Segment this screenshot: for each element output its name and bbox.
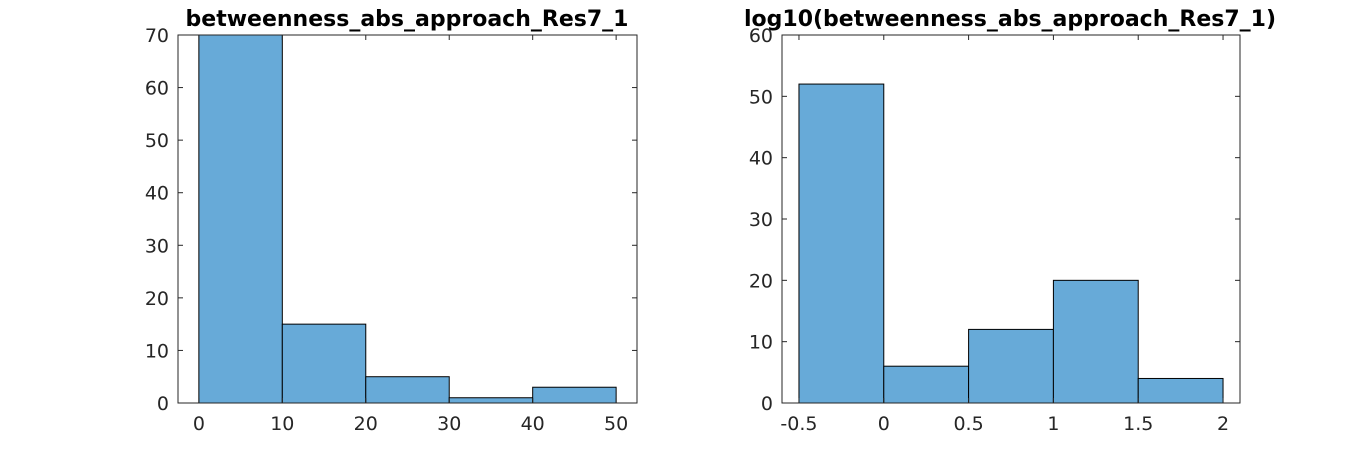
y-tick-label: 70 <box>145 25 169 47</box>
x-tick-label: 0 <box>878 413 890 435</box>
y-tick-label: 60 <box>749 25 773 47</box>
x-tick-label: 20 <box>354 413 378 435</box>
chart-title: betweenness_abs_approach_Res7_1 <box>186 7 629 32</box>
x-tick-label: 2 <box>1217 413 1229 435</box>
y-tick-label: 10 <box>749 332 773 354</box>
histogram-bar <box>281 323 367 404</box>
y-tick-label: 30 <box>749 209 773 231</box>
histogram-bar <box>198 34 283 404</box>
y-tick-label: 60 <box>145 78 169 100</box>
y-tick-label: 40 <box>145 183 169 205</box>
y-tick-label: 20 <box>749 270 773 292</box>
x-tick-label: -0.5 <box>780 413 817 435</box>
histogram-bar <box>968 328 1054 404</box>
y-tick-label: 20 <box>145 288 169 310</box>
histogram-bar <box>532 386 617 404</box>
x-tick-label: 1 <box>1047 413 1059 435</box>
x-tick-label: 0 <box>193 413 205 435</box>
histogram-bar <box>798 83 885 404</box>
histogram-right: log10(betweenness_abs_approach_Res7_1) -… <box>744 7 1276 435</box>
histogram-bar <box>448 397 534 404</box>
x-tick-label: 1.5 <box>1123 413 1153 435</box>
y-tick-label: 0 <box>761 393 773 415</box>
y-tick-label: 0 <box>157 393 169 415</box>
y-tick-label: 50 <box>145 130 169 152</box>
y-tick-label: 30 <box>145 235 169 257</box>
y-tick-label: 50 <box>749 86 773 108</box>
histogram-bar <box>883 365 970 404</box>
chart-title: log10(betweenness_abs_approach_Res7_1) <box>744 7 1276 32</box>
x-tick-label: 30 <box>437 413 461 435</box>
x-tick-label: 50 <box>604 413 628 435</box>
histogram-bar <box>1137 377 1224 404</box>
histogram-bar <box>365 376 450 404</box>
histogram-left: betweenness_abs_approach_Res7_1 0 10 20 30 4… <box>145 7 638 435</box>
x-tick-label: 10 <box>270 413 294 435</box>
x-tick-label: 40 <box>521 413 545 435</box>
y-tick-label: 40 <box>749 148 773 170</box>
y-tick-label: 10 <box>145 340 169 362</box>
axes-box <box>177 34 638 404</box>
histogram-bar <box>1052 279 1139 404</box>
x-tick-label: 0.5 <box>953 413 983 435</box>
